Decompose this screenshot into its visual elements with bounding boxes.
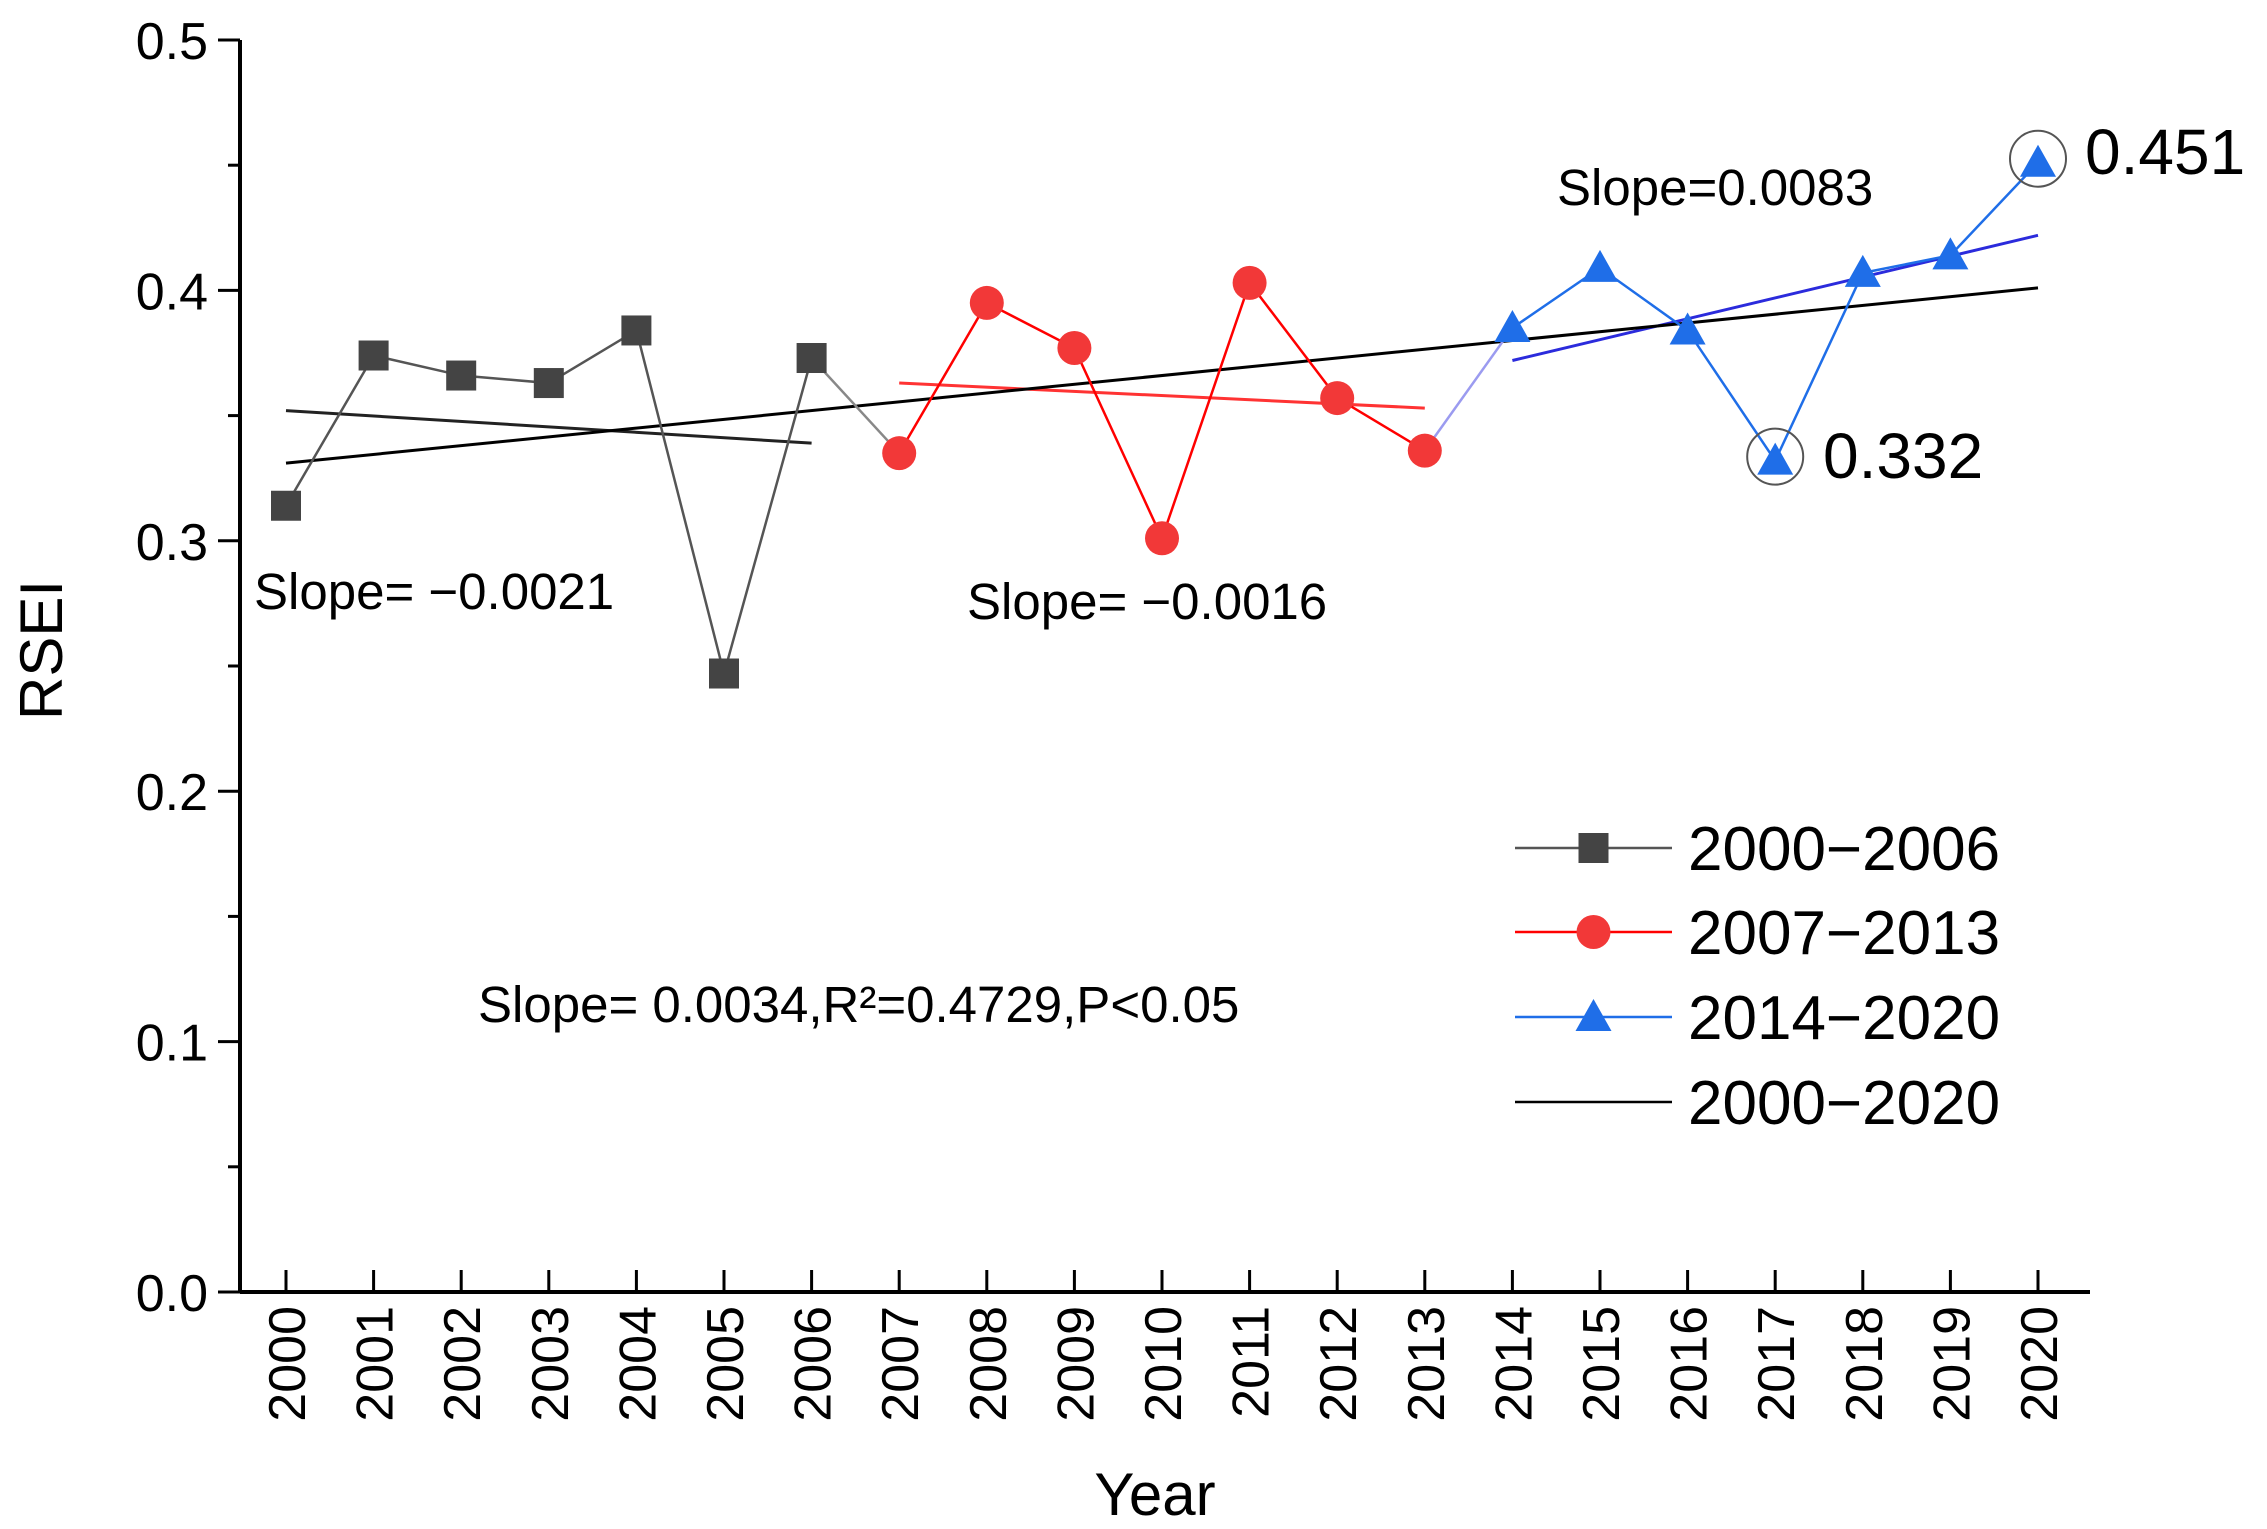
- data-point: [1320, 381, 1355, 416]
- y-tick-label: 0.3: [136, 514, 208, 572]
- annotation-slope-2007-2013: Slope= −0.0016: [967, 573, 1327, 630]
- x-tick-label: 2014: [1485, 1306, 1543, 1422]
- data-point: [1757, 442, 1794, 475]
- x-tick-label: 2004: [609, 1306, 667, 1422]
- x-tick-label: 2001: [347, 1306, 405, 1422]
- annotation-slope-overall: Slope= 0.0034,R²=0.4729,P<0.05: [478, 976, 1239, 1033]
- x-tick-label: 2015: [1573, 1306, 1631, 1422]
- data-point: [1232, 265, 1267, 300]
- y-tick-label: 0.0: [136, 1265, 208, 1323]
- data-point: [1844, 254, 1881, 287]
- x-tick-label: 2009: [1047, 1306, 1105, 1422]
- x-tick-label: 2016: [1661, 1306, 1719, 1422]
- x-tick-label: 2013: [1398, 1306, 1456, 1422]
- x-tick-label: 2007: [872, 1306, 930, 1422]
- data-point: [358, 340, 389, 371]
- data-point: [709, 658, 739, 689]
- y-tick-label: 0.2: [136, 764, 208, 822]
- y-tick-label: 0.5: [136, 13, 208, 71]
- x-tick-label: 2019: [1923, 1306, 1981, 1422]
- x-tick-label: 2003: [522, 1306, 580, 1422]
- annotation-slope-2014-2020: Slope=0.0083: [1557, 159, 1873, 216]
- highlight-circle: [1746, 427, 1805, 486]
- x-axis-ticks: 2000 2001 2002 2003 2004 2005 2006 2007 2008 2009…: [259, 1270, 2069, 1422]
- series-markers: [271, 144, 2056, 689]
- data-point: [533, 368, 564, 399]
- x-tick-label: 2017: [1748, 1306, 1806, 1422]
- x-tick-label: 2002: [434, 1306, 492, 1422]
- series-connector-line: [1423, 327, 1514, 452]
- data-point: [1494, 309, 1531, 342]
- x-tick-label: 2005: [697, 1306, 755, 1422]
- trendline: [285, 286, 2039, 465]
- x-tick-label: 2012: [1310, 1306, 1368, 1422]
- x-tick-label: 2018: [1836, 1306, 1894, 1422]
- legend-marker: [1575, 999, 1612, 1031]
- x-tick-label: 2010: [1135, 1306, 1193, 1422]
- data-point: [621, 315, 652, 346]
- data-point: [796, 343, 827, 374]
- data-point: [1407, 433, 1442, 468]
- legend-label: 2007−2013: [1688, 899, 2000, 968]
- data-point: [1582, 249, 1618, 282]
- x-tick-label: 2006: [785, 1306, 843, 1422]
- data-point: [1057, 330, 1092, 365]
- series-connector-line: [810, 357, 901, 455]
- highlight-circles: [1746, 129, 2067, 486]
- data-point: [2020, 144, 2056, 177]
- annotation-min-value: 0.332: [1823, 420, 1983, 492]
- data-point: [882, 436, 917, 471]
- data-point: [1145, 521, 1179, 556]
- x-tick-label: 2008: [960, 1306, 1018, 1422]
- y-axis-ticks: 0.0 0.1 0.2 0.3 0.4 0.5: [136, 13, 240, 1323]
- data-point: [969, 285, 1004, 320]
- x-tick-label: 2011: [1223, 1306, 1281, 1418]
- data-point: [271, 490, 301, 521]
- data-point: [446, 360, 477, 391]
- y-axis-label: RSEI: [8, 580, 75, 720]
- x-axis-label: Year: [1094, 1461, 1215, 1528]
- legend-marker: [1578, 833, 1609, 863]
- trendline: [285, 409, 812, 445]
- x-tick-label: 2000: [259, 1306, 317, 1422]
- legend-marker: [1576, 915, 1611, 949]
- x-tick-label: 2020: [2011, 1306, 2069, 1422]
- data-point: [1669, 312, 1706, 345]
- annotation-max-value: 0.451: [2085, 116, 2245, 188]
- y-tick-label: 0.4: [136, 263, 208, 321]
- legend-label: 2000−2020: [1688, 1069, 2000, 1138]
- annotation-slope-2000-2006: Slope= −0.0021: [254, 563, 614, 620]
- data-point: [1932, 237, 1969, 270]
- highlight-circle: [2009, 129, 2067, 188]
- legend-label: 2000−2006: [1688, 815, 2000, 884]
- legend: 2000−2006 2007−2013 2014−2020 2000−2020: [1515, 815, 2000, 1138]
- legend-label: 2014−2020: [1688, 984, 2000, 1053]
- y-tick-label: 0.1: [136, 1015, 208, 1073]
